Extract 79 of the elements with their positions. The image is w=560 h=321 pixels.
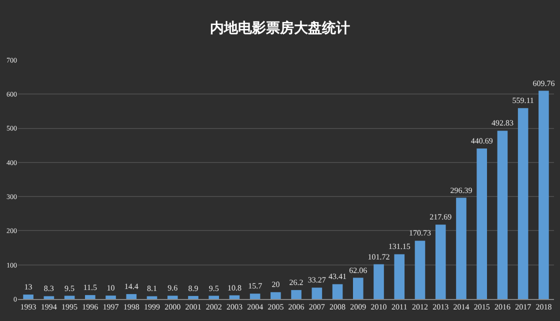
- data-label: 14.4: [124, 282, 138, 292]
- data-label: 440.69: [470, 136, 493, 146]
- data-label: 9.5: [208, 284, 219, 293]
- bar: [250, 294, 260, 299]
- bar: [146, 296, 158, 299]
- data-label: 170.73: [409, 228, 431, 238]
- x-tick-label: 2011: [392, 302, 408, 312]
- x-tick-label: 2002: [206, 302, 222, 312]
- data-label: 33.27: [308, 276, 326, 285]
- bar: [229, 295, 240, 299]
- bar: [106, 296, 116, 299]
- bar: [435, 224, 446, 299]
- x-tick-label: 1995: [62, 302, 78, 312]
- bar: [208, 296, 219, 299]
- bar: [394, 254, 405, 299]
- data-label: 11.5: [83, 283, 98, 292]
- data-label: 26.2: [289, 278, 304, 288]
- data-label: 20: [272, 280, 280, 290]
- data-label: 43.41: [328, 272, 347, 282]
- bar: [538, 90, 549, 299]
- bar: [353, 278, 364, 299]
- x-tick-label: 2000: [164, 302, 181, 312]
- x-tick-label: 1998: [123, 302, 140, 312]
- bar: [44, 296, 54, 299]
- bar: [291, 290, 302, 299]
- x-tick-label: 2012: [412, 302, 428, 312]
- data-label: 8.9: [188, 284, 198, 293]
- bar: [476, 148, 487, 299]
- bar: [167, 296, 178, 299]
- data-label: 296.39: [450, 186, 472, 195]
- data-label: 492.83: [491, 118, 514, 128]
- x-tick-label: 2014: [453, 302, 470, 312]
- bar: [518, 108, 528, 299]
- data-label: 9.5: [64, 284, 75, 293]
- data-label: 131.15: [388, 242, 410, 252]
- bar: [374, 264, 384, 299]
- x-tick-label: 2001: [185, 302, 202, 312]
- data-label: 10.8: [227, 283, 242, 292]
- x-tick-label: 2017: [515, 302, 532, 312]
- chart-title: 内地电影票房大盘统计: [210, 19, 350, 36]
- x-tick-label: 2006: [288, 302, 304, 312]
- data-label: 559.11: [512, 96, 534, 106]
- x-tick-label: 1999: [144, 302, 160, 312]
- bar: [456, 198, 466, 299]
- data-label: 8.3: [44, 284, 54, 294]
- x-tick-label: 2018: [536, 302, 552, 312]
- x-tick-label: 2013: [432, 302, 449, 312]
- bar: [414, 240, 426, 299]
- bar: [312, 288, 322, 299]
- x-tick-label: 1997: [102, 302, 119, 312]
- data-label: 101.72: [368, 252, 390, 262]
- x-tick-label: 1994: [40, 302, 57, 312]
- data-label: 62.06: [349, 266, 368, 275]
- x-tick-label: 2004: [247, 302, 264, 312]
- bar: [497, 130, 508, 299]
- data-label: 13: [24, 282, 32, 292]
- data-label: 217.69: [430, 212, 452, 222]
- data-label: 609.76: [532, 78, 555, 88]
- x-tick-label: 2003: [226, 302, 242, 312]
- bar: [85, 295, 96, 299]
- data-label: 15.7: [248, 282, 262, 291]
- x-tick-label: 1993: [20, 302, 36, 312]
- x-tick-label: 2005: [268, 302, 284, 312]
- x-tick-label: 2015: [474, 302, 490, 312]
- x-tick-label: 2010: [370, 302, 387, 312]
- bar: [126, 294, 137, 299]
- x-tick-label: 2007: [308, 302, 325, 312]
- data-label: 8.1: [147, 284, 157, 294]
- bar: [64, 296, 75, 299]
- bar: [270, 292, 281, 299]
- bar: [188, 296, 198, 299]
- data-label: 9.6: [168, 284, 178, 293]
- bar: [23, 294, 34, 299]
- x-tick-label: 2009: [350, 302, 366, 312]
- x-tick-label: 2008: [330, 302, 346, 312]
- x-tick-label: 2016: [494, 302, 510, 312]
- data-label: 10: [106, 284, 115, 293]
- bar: [332, 284, 343, 299]
- x-tick-label: 1996: [82, 302, 98, 312]
